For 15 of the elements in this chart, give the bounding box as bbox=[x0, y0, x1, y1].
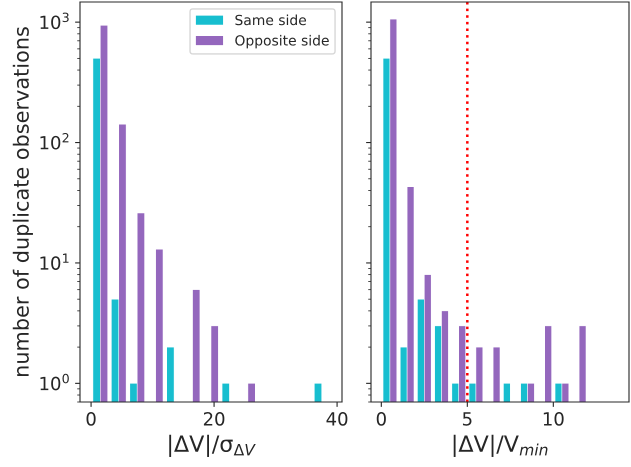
legend-label: Opposite side bbox=[235, 34, 329, 48]
y-axis-title: number of duplicate observations bbox=[12, 27, 33, 376]
y-tick-label: 10$^{1}$ bbox=[40, 254, 69, 270]
y-tick-label: 10$^{0}$ bbox=[40, 374, 69, 390]
x-axis-title: |ΔV|/V$_{min}$ bbox=[454, 434, 548, 457]
x-axis-title: |ΔV|/σ$_{ΔV}$ bbox=[169, 434, 256, 457]
y-tick-label: 10$^{3}$ bbox=[40, 12, 69, 30]
x-tick-label: 0 bbox=[376, 412, 386, 426]
x-tick-label: 40 bbox=[326, 412, 348, 426]
x-tick-label: 0 bbox=[86, 412, 96, 426]
y-tick-label: 10$^{2}$ bbox=[40, 132, 68, 150]
x-tick-label: 20 bbox=[204, 412, 224, 426]
x-tick-label: 10 bbox=[544, 412, 564, 426]
x-tick-label: 5 bbox=[462, 412, 472, 426]
legend-label: Same side bbox=[235, 14, 306, 26]
